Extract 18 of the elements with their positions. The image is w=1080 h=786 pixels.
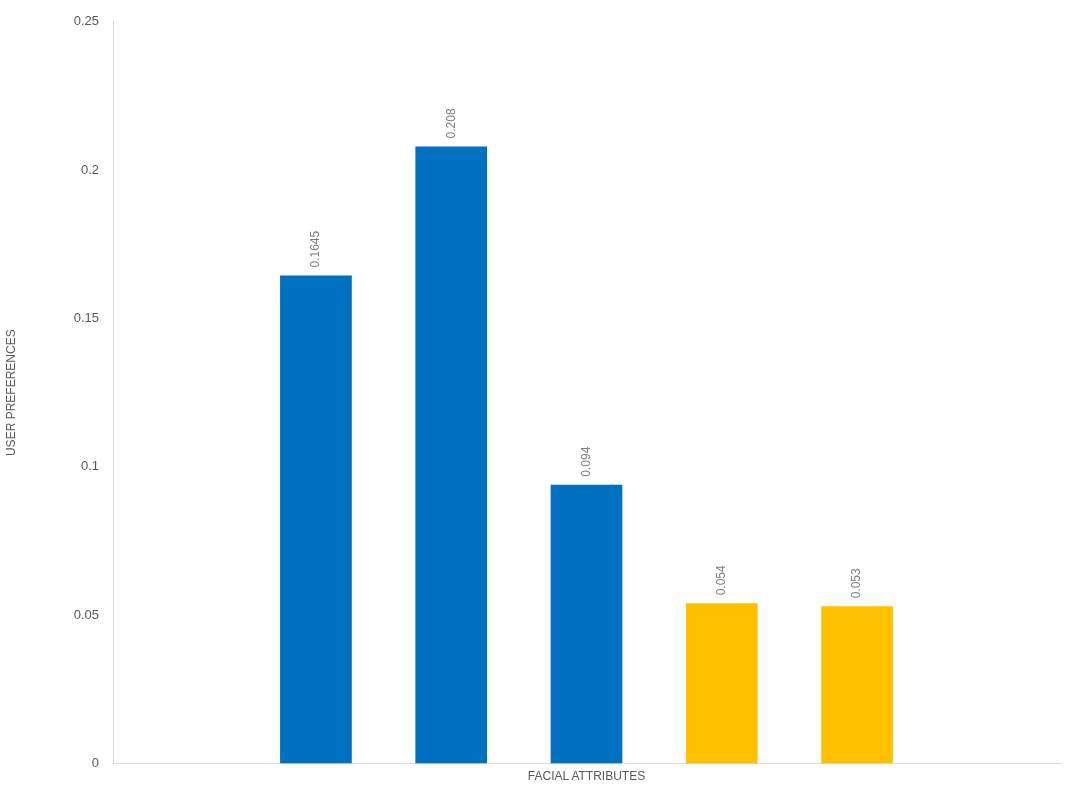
bar (550, 484, 623, 764)
data-label: 0.208 (443, 108, 458, 139)
bar (415, 146, 488, 764)
y-tick-label: 0.25 (73, 13, 99, 29)
y-tick-label: 0.1 (80, 458, 99, 474)
x-axis-title: FACIAL ATTRIBUTES (527, 769, 646, 784)
data-label: 0.053 (849, 567, 864, 599)
y-tick-label: 0.15 (73, 310, 99, 326)
y-tick-label: 0 (91, 755, 99, 771)
data-label: 0.094 (578, 446, 593, 477)
data-label: 0.1645 (308, 230, 323, 268)
bar (685, 603, 758, 764)
bar (821, 606, 893, 764)
bar (280, 275, 352, 764)
y-tick-label: 0.2 (80, 161, 99, 177)
data-label: 0.054 (714, 565, 729, 596)
y-axis-title: USER PREFERENCES (3, 329, 18, 457)
y-tick-label: 0.05 (73, 606, 99, 622)
